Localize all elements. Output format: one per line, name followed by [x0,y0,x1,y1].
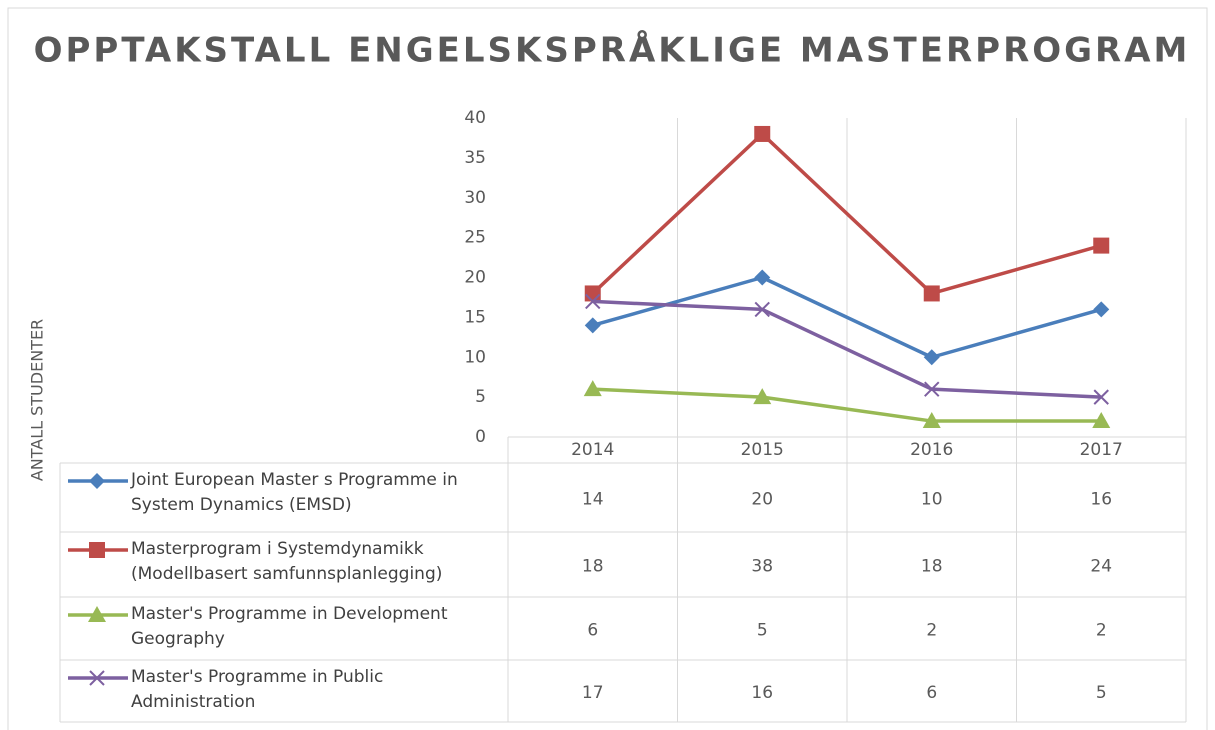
y-tick-label: 35 [464,148,486,168]
legend-marker [89,473,105,489]
legend-label: Masterprogram i Systemdynamikk (Modellba… [131,539,443,584]
x-tick-label: 2015 [741,440,784,460]
x-tick-label: 2017 [1080,440,1123,460]
data-point [1093,301,1110,318]
series-line [591,132,1102,296]
legend-marker [88,606,106,622]
table-cell: 10 [921,490,943,510]
y-tick-label: 40 [464,108,486,128]
table-cell: 6 [587,621,598,641]
table-cell: 18 [921,557,943,577]
table-cell: 38 [751,557,773,577]
data-point [1093,389,1109,405]
table-cell: 6 [926,683,937,703]
y-tick-label: 10 [464,347,486,367]
table-cell: 5 [757,621,768,641]
x-tick-label: 2014 [571,440,614,460]
data-point [754,269,771,286]
table-cell: 2 [926,621,937,641]
data-point [583,380,602,397]
table-cell: 20 [751,490,773,510]
legend-label: Master's Programme in Development Geogra… [131,604,448,649]
series-line [592,299,1102,399]
y-tick-label: 30 [464,188,486,208]
legend-label: Joint European Master s Programme in Sys… [131,470,458,515]
y-tick-label: 15 [464,307,486,327]
chart-border [7,7,1208,730]
legend-marker [89,670,105,686]
data-point [584,285,601,302]
table-cell: 14 [582,490,604,510]
table-cell: 16 [1090,490,1112,510]
data-point [584,317,601,334]
y-axis-label: ANTALL STUDENTER [28,319,47,481]
data-point [1093,237,1110,254]
series-line [592,275,1102,359]
data-point [754,301,770,318]
data-point [754,125,771,142]
data-point [922,412,941,429]
chart-title: OPPTAKSTALL ENGELSKSPRÅKLIGE MASTERPROGR… [34,30,1191,71]
legend-label: Master's Programme in Public Administrat… [131,667,384,712]
data-point [585,293,601,310]
table-cell: 2 [1096,621,1107,641]
data-point [923,285,940,302]
table-cell: 5 [1096,683,1107,703]
legend-marker [89,542,105,558]
data-point [753,388,772,405]
y-tick-label: 25 [464,228,486,248]
table-cell: 17 [582,683,604,703]
data-point [923,349,940,366]
data-point [1092,412,1111,429]
table-cell: 18 [582,557,604,577]
y-tick-label: 20 [464,268,486,288]
table-cell: 16 [751,683,773,703]
table-cell: 24 [1090,557,1112,577]
series-line [592,387,1102,423]
data-point [924,381,940,397]
y-tick-label: 5 [475,387,486,407]
x-tick-label: 2016 [910,440,953,460]
y-tick-label: 0 [475,427,486,447]
